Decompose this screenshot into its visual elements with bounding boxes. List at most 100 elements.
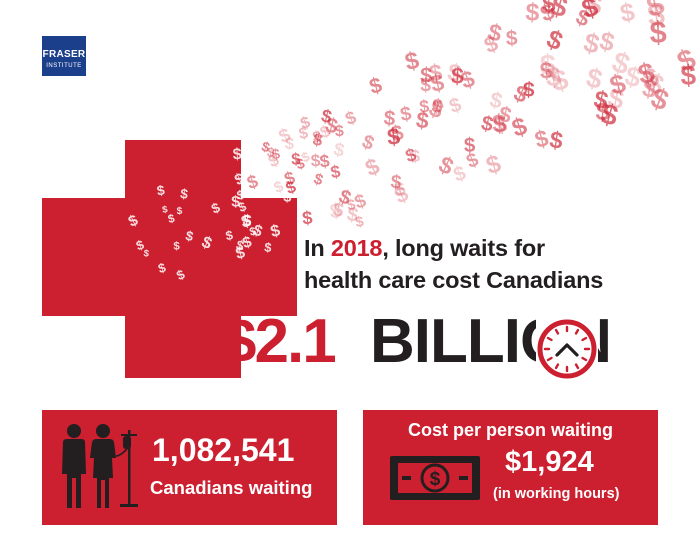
dollar-sign-icon: $ <box>271 147 281 164</box>
dollar-sign-icon: $ <box>346 203 360 226</box>
headline-line2: health care cost Canadians <box>304 267 604 293</box>
dollar-sign-icon: $ <box>332 138 347 161</box>
dollar-sign-icon: $ <box>367 73 385 99</box>
dollar-sign-icon: $ <box>329 161 342 182</box>
dollar-sign-icon: $ <box>485 20 504 48</box>
waiting-count-label: Canadians waiting <box>150 477 313 498</box>
headline-rest: , long waits for <box>382 235 545 261</box>
dollar-sign-icon: $ <box>329 199 343 223</box>
cost-per-person-title: Cost per person waiting <box>407 420 614 440</box>
dollar-sign-icon: $ <box>390 181 412 209</box>
dollar-sign-icon: $ <box>403 47 423 76</box>
dollar-sign-icon: $ <box>248 225 258 238</box>
dollar-sign-icon: $ <box>231 194 240 211</box>
dollar-sign-icon: $ <box>224 227 234 243</box>
dollar-sign-icon: $ <box>334 123 344 140</box>
dollar-sign-icon: $ <box>232 146 242 163</box>
logo-text-line1: FRASER <box>42 49 86 60</box>
dollar-sign-icon: $ <box>342 107 358 129</box>
dollar-sign-icon: $ <box>415 106 431 133</box>
dollar-sign-icon: $ <box>283 189 292 206</box>
dollar-sign-icon: $ <box>174 266 188 283</box>
logo-text-line2: INSTITUTE <box>46 63 82 69</box>
dollar-sign-icon: $ <box>319 151 331 172</box>
money-bill-icon: $ <box>390 456 480 500</box>
dollar-sign-icon: $ <box>269 220 283 241</box>
dollar-sign-icon: $ <box>464 135 477 157</box>
dollar-sign-icon: $ <box>209 199 223 217</box>
dollar-sign-icon: $ <box>354 214 365 231</box>
dollar-sign-icon: $ <box>583 61 605 95</box>
dollar-sign-icon: $ <box>420 75 431 96</box>
dollar-sign-icon: $ <box>331 199 345 221</box>
dollar-sign-icon: $ <box>544 60 562 92</box>
dollar-sign-icon: $ <box>399 103 414 127</box>
dollar-sign-icon: $ <box>310 150 321 170</box>
dollar-sign-icon: $ <box>508 112 530 143</box>
cost-amount: $2.1 <box>222 307 337 376</box>
dollar-sign-icon: $ <box>479 112 496 137</box>
headline: In 2018, long waits for health care cost… <box>304 232 684 296</box>
waiting-count-panel <box>42 410 337 525</box>
dollar-sign-icon: $ <box>585 0 604 21</box>
dollar-sign-icon: $ <box>640 74 659 104</box>
dollar-sign-icon: $ <box>595 98 611 127</box>
dollar-sign-icon: $ <box>167 212 177 226</box>
dollar-sign-icon: $ <box>419 96 430 117</box>
dollar-sign-icon: $ <box>134 237 146 254</box>
headline-prefix: In <box>304 235 331 261</box>
clock-icon <box>536 318 598 380</box>
dollar-sign-icon: $ <box>390 172 403 194</box>
dollar-sign-icon: $ <box>312 170 326 189</box>
dollar-sign-icon: $ <box>173 241 180 253</box>
dollar-sign-icon: $ <box>297 124 309 143</box>
dollar-sign-icon: $ <box>319 105 333 127</box>
dollar-sign-icon: $ <box>156 260 167 276</box>
dollar-sign-icon: $ <box>386 123 401 150</box>
dollar-sign-icon: $ <box>346 197 358 214</box>
dollar-sign-icon: $ <box>301 207 314 229</box>
dollar-sign-icon: $ <box>291 150 302 169</box>
dollar-sign-icon: $ <box>491 110 509 138</box>
dollar-sign-icon: $ <box>505 27 518 50</box>
dollar-sign-icon: $ <box>591 85 610 115</box>
fraser-institute-logo: FRASER INSTITUTE <box>42 36 86 76</box>
dollar-sign-icon: $ <box>635 56 657 91</box>
dollar-sign-icon: $ <box>239 210 253 232</box>
dollar-sign-icon: $ <box>451 162 470 187</box>
dollar-sign-icon: $ <box>522 78 535 102</box>
dollar-sign-icon: $ <box>539 57 553 84</box>
dollar-sign-icon: $ <box>143 248 150 260</box>
dollar-sign-icon: $ <box>618 0 637 28</box>
dollar-sign-icon: $ <box>392 177 407 200</box>
patients-icon <box>62 424 138 508</box>
dollar-sign-icon: $ <box>234 237 246 254</box>
dollar-sign-icon: $ <box>184 228 195 244</box>
dollar-sign-icon: $ <box>605 82 626 115</box>
dollar-sign-icon: $ <box>649 15 667 50</box>
dollar-sign-icon: $ <box>447 94 465 118</box>
dollar-sign-icon: $ <box>199 233 215 253</box>
dollar-sign-icon: $ <box>491 110 506 139</box>
dollar-sign-icon: $ <box>388 120 406 147</box>
dollar-sign-icon: $ <box>361 152 383 181</box>
dollar-sign-icon: $ <box>126 212 141 231</box>
dollar-sign-icon: $ <box>410 147 420 166</box>
dollar-sign-icon: $ <box>450 62 464 89</box>
dollar-sign-icon: $ <box>176 206 182 217</box>
dollar-sign-icon: $ <box>539 49 556 82</box>
dollar-sign-icon: $ <box>548 64 571 99</box>
dollar-sign-icon: $ <box>266 144 276 160</box>
dollar-sign-icon: $ <box>548 126 565 154</box>
dollar-sign-icon: $ <box>496 101 514 128</box>
svg-text:$: $ <box>430 469 441 490</box>
headline-line1: In 2018, long waits for <box>304 232 684 264</box>
dollar-sign-icon: $ <box>597 27 617 57</box>
dollar-sign-icon: $ <box>359 131 377 156</box>
dollar-sign-icon: $ <box>161 204 169 216</box>
dollar-sign-icon: $ <box>680 60 696 92</box>
dollar-sign-icon: $ <box>264 239 273 255</box>
dollar-sign-icon: $ <box>427 59 443 86</box>
dollar-sign-icon: $ <box>542 0 557 18</box>
